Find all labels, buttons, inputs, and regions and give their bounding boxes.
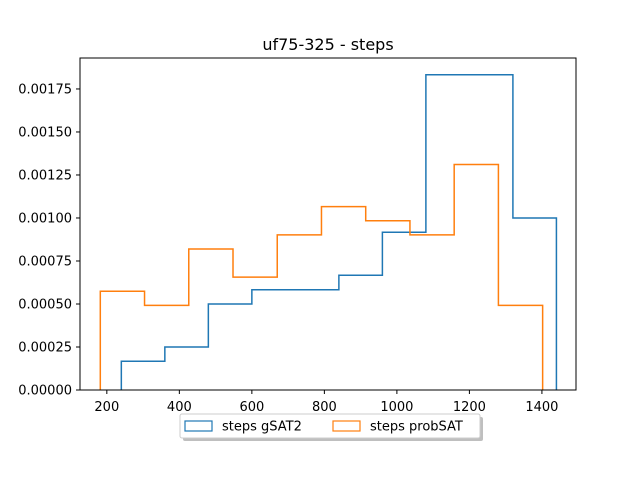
chart-title: uf75-325 - steps [262,35,393,54]
y-tick-label: 0.00175 [18,82,72,97]
legend-swatch-1 [184,420,213,432]
y-tick-label: 0.00100 [18,211,72,226]
axes: 200 400 600 800 1000 1200 1400 0.00000 0.00025 0.… [18,57,577,415]
legend-swatch-2 [332,420,361,432]
x-tick-label: 400 [167,400,192,415]
y-tick-label: 0.00075 [18,254,72,269]
legend-label-1: steps gSAT2 [222,420,302,435]
y-tick-label: 0.00050 [18,297,72,312]
legend: steps gSAT2 steps probSAT [179,413,483,441]
x-tick-label: 1200 [453,400,486,415]
legend-box [179,413,481,439]
histogram-series-2 [99,163,544,390]
x-tick-label: 600 [239,400,264,415]
x-tick-label: 1000 [380,400,413,415]
axes-frame [79,57,577,391]
y-tick-label: 0.00025 [18,340,72,355]
x-tick-label: 200 [94,400,119,415]
y-tick-label: 0.00000 [18,384,72,399]
y-tick-label: 0.00125 [18,168,72,183]
legend-label-2: steps probSAT [370,420,463,435]
x-tick-label: 1400 [525,400,558,415]
y-tick-label: 0.00150 [18,125,72,140]
histogram-series-1 [120,73,558,390]
x-tick-label: 800 [312,400,337,415]
plot-area [99,73,558,390]
